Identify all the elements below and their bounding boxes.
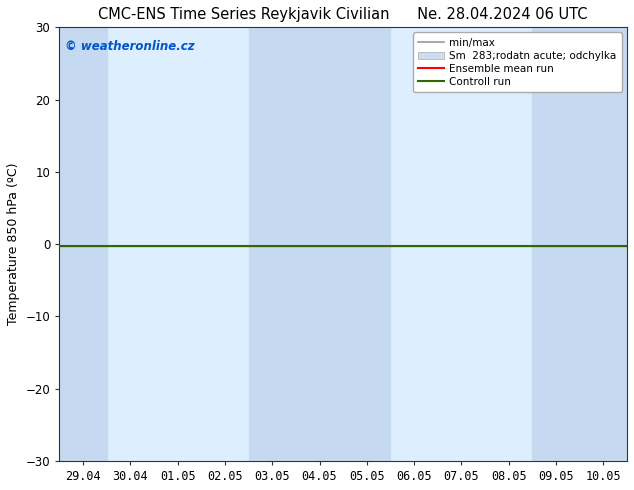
Bar — [59, 27, 107, 461]
Legend: min/max, Sm  283;rodatn acute; odchylka, Ensemble mean run, Controll run: min/max, Sm 283;rodatn acute; odchylka, … — [413, 32, 622, 92]
Text: © weatheronline.cz: © weatheronline.cz — [65, 40, 195, 53]
Bar — [249, 27, 391, 461]
Bar — [533, 27, 627, 461]
Y-axis label: Temperature 850 hPa (ºC): Temperature 850 hPa (ºC) — [7, 163, 20, 325]
Title: CMC-ENS Time Series Reykjavik Civilian      Ne. 28.04.2024 06 UTC: CMC-ENS Time Series Reykjavik Civilian N… — [98, 7, 588, 22]
